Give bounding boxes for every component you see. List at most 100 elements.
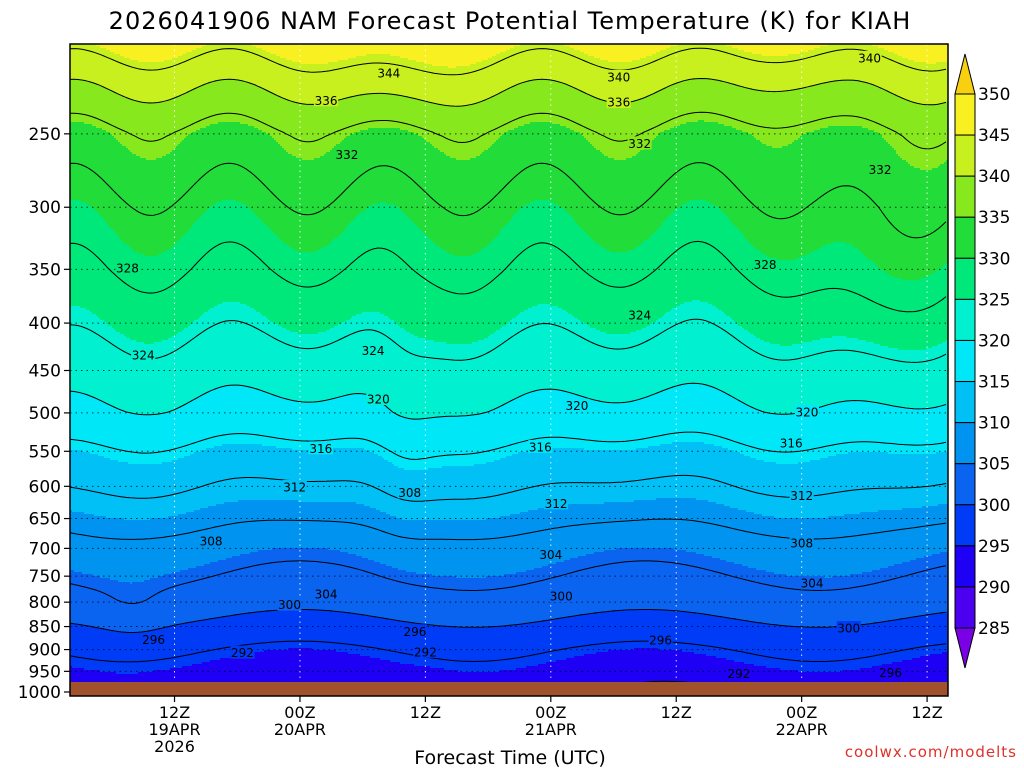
y-tick-label: 600 <box>29 477 61 497</box>
watermark: coolwx.com/modelts <box>845 743 1017 761</box>
y-axis: 250 300 350 400 450 500 550 600 650 700 750 800 850 9… <box>18 125 70 703</box>
x-tick-label: 19APR <box>148 720 200 739</box>
contour-label-bg <box>308 441 333 455</box>
colorbar-segment <box>954 627 976 669</box>
colorbar-label: 340 <box>978 167 1010 187</box>
y-tick-label: 650 <box>29 510 61 530</box>
contour-label: 320 <box>795 406 818 420</box>
contour-label: 292 <box>727 667 750 681</box>
y-tick-label: 450 <box>29 361 61 381</box>
contour-label: 320 <box>367 392 390 406</box>
x-tick-label: 00Z <box>786 703 817 722</box>
plot-area: 344 340 340 336 336 332 332 332 328 328 324 324 324 3… <box>70 44 948 696</box>
colorbar-segment <box>954 134 976 177</box>
contour-label: 292 <box>231 646 254 660</box>
contour-line-316 <box>70 431 947 460</box>
colorbar-label: 330 <box>978 249 1010 269</box>
contour-label: 312 <box>545 497 568 511</box>
contour-label-bg <box>361 343 386 357</box>
y-tick-label: 400 <box>29 314 61 334</box>
contour-label-bg <box>627 136 652 150</box>
colorbar-label: 345 <box>978 126 1010 146</box>
colorbar-segment <box>954 586 976 629</box>
contour-label-bg <box>115 261 140 275</box>
colorbar-label: 350 <box>978 85 1010 105</box>
colorbar-segment <box>954 339 976 383</box>
colorbar-label: 310 <box>978 414 1010 434</box>
contour-label-bg <box>836 620 861 634</box>
colorbar-label: 295 <box>978 537 1010 557</box>
filled-bands <box>70 44 948 696</box>
contour-label: 324 <box>132 348 155 362</box>
y-tick-label: 500 <box>29 404 61 424</box>
contour-label: 332 <box>869 163 892 177</box>
contour-label-bg <box>878 665 903 679</box>
contour-label: 292 <box>414 645 437 659</box>
colorbar-segment <box>954 381 976 424</box>
contour-label: 340 <box>607 70 630 84</box>
y-tick-label: 950 <box>29 662 61 682</box>
colorbar-label: 315 <box>978 373 1010 393</box>
colorbar-segment <box>954 463 976 506</box>
y-tick-label: 250 <box>29 125 61 145</box>
contour-label: 312 <box>283 480 306 494</box>
contour-label: 324 <box>362 344 385 358</box>
contour-label: 312 <box>790 489 813 503</box>
contour-line-324 <box>70 318 947 363</box>
colorbar-segment <box>954 175 976 218</box>
contour-label-bg <box>606 95 631 109</box>
colorbar-label: 300 <box>978 496 1010 516</box>
contour-label: 296 <box>403 625 426 639</box>
contour-label: 308 <box>790 537 813 551</box>
contour-label: 304 <box>539 548 562 562</box>
colorbar-segment <box>954 422 976 465</box>
x-tick-label: 21APR <box>525 720 577 739</box>
contour-label: 296 <box>142 633 165 647</box>
contour-label: 328 <box>754 258 777 272</box>
contour-label: 300 <box>837 621 860 635</box>
contour-label-bg <box>313 587 339 601</box>
y-tick-label: 550 <box>29 442 61 462</box>
contour-label: 324 <box>628 308 651 322</box>
colorbar-segment <box>954 504 976 547</box>
colorbar: 350 345 340 335 330 325 320 315 310 305 300 295 290 2… <box>954 53 1010 669</box>
x-tick-label: 12Z <box>661 703 692 722</box>
contour-label-bg <box>376 66 401 80</box>
y-tick-label: 1000 <box>18 683 61 703</box>
colorbar-label: 285 <box>978 619 1010 639</box>
contour-line-308 <box>70 518 947 541</box>
x-tick-label: 00Z <box>284 703 315 722</box>
ground-strip <box>70 682 948 696</box>
x-tick-label: 12Z <box>911 703 942 722</box>
colorbar-segment <box>954 53 976 95</box>
contour-label-bg <box>726 666 752 680</box>
contour-label: 328 <box>116 262 139 276</box>
contour-label-bg <box>789 536 814 550</box>
x-axis-label: Forecast Time (UTC) <box>414 747 605 768</box>
contour-label: 308 <box>398 486 421 500</box>
contour-label-bg <box>313 93 339 107</box>
contour-label-bg <box>543 496 569 510</box>
colorbar-segment <box>954 545 976 588</box>
contour-label-bg <box>564 398 590 412</box>
y-tick-label: 700 <box>29 539 61 559</box>
colorbar-segment <box>954 93 976 136</box>
contour-label: 308 <box>200 534 223 548</box>
contour-label-bg <box>366 391 391 405</box>
y-tick-label: 800 <box>29 593 61 613</box>
contour-label-bg <box>141 632 166 646</box>
contour-label: 320 <box>565 399 588 413</box>
contour-label: 304 <box>801 577 824 591</box>
y-tick-label: 750 <box>29 567 61 587</box>
contour-label: 336 <box>607 96 630 110</box>
contour-label: 316 <box>529 440 552 454</box>
colorbar-label: 335 <box>978 208 1010 228</box>
contour-label: 296 <box>879 666 902 680</box>
contour-label-bg <box>800 576 825 590</box>
contour-labels: 344 340 340 336 336 332 332 332 328 328 324 324 324 3… <box>115 50 903 681</box>
contour-line-336 <box>70 111 947 150</box>
contour-label-bg <box>857 50 882 64</box>
contour-label-bg <box>794 405 819 419</box>
contour-line-304 <box>70 560 947 604</box>
